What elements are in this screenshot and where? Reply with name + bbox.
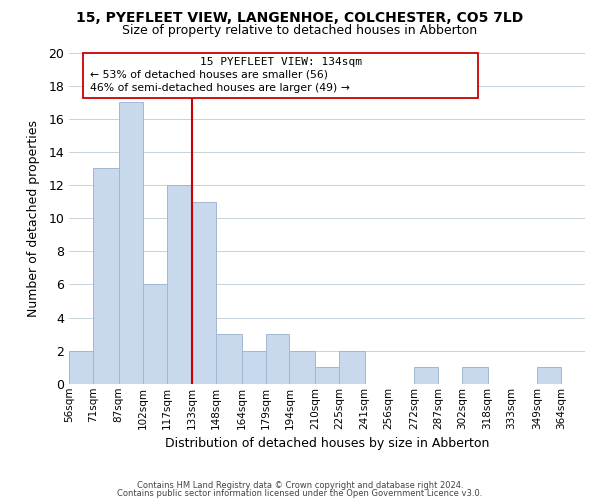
Bar [339,350,365,384]
Bar [143,284,167,384]
Bar [167,185,192,384]
Text: 46% of semi-detached houses are larger (49) →: 46% of semi-detached houses are larger (… [90,83,350,93]
Text: Contains public sector information licensed under the Open Government Licence v3: Contains public sector information licen… [118,488,482,498]
Bar [93,168,119,384]
Bar [69,350,93,384]
Bar [315,367,339,384]
FancyBboxPatch shape [83,52,478,98]
Bar [192,202,216,384]
X-axis label: Distribution of detached houses by size in Abberton: Distribution of detached houses by size … [165,437,489,450]
Bar [266,334,289,384]
Bar [289,350,315,384]
Bar [216,334,242,384]
Text: 15, PYEFLEET VIEW, LANGENHOE, COLCHESTER, CO5 7LD: 15, PYEFLEET VIEW, LANGENHOE, COLCHESTER… [76,11,524,25]
Bar [414,367,438,384]
Bar [119,102,143,384]
Text: ← 53% of detached houses are smaller (56): ← 53% of detached houses are smaller (56… [90,70,328,80]
Bar [242,350,266,384]
Text: Contains HM Land Registry data © Crown copyright and database right 2024.: Contains HM Land Registry data © Crown c… [137,481,463,490]
Y-axis label: Number of detached properties: Number of detached properties [27,120,40,316]
Bar [462,367,488,384]
Text: Size of property relative to detached houses in Abberton: Size of property relative to detached ho… [122,24,478,37]
Text: 15 PYEFLEET VIEW: 134sqm: 15 PYEFLEET VIEW: 134sqm [200,58,362,68]
Bar [537,367,561,384]
